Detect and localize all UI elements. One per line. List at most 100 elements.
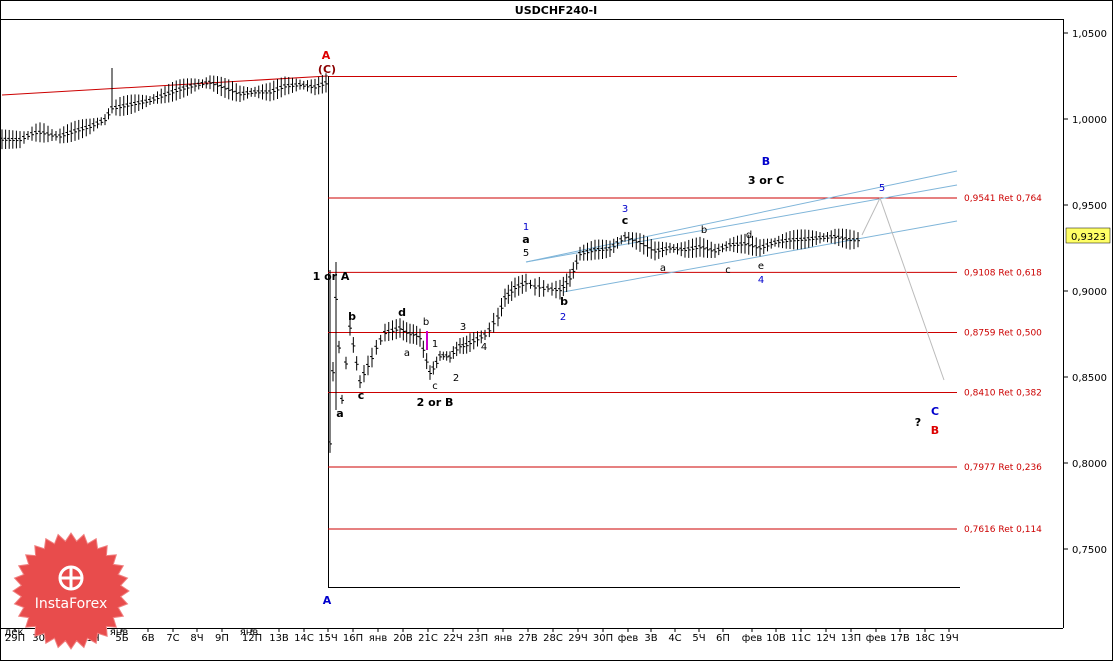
x-tick-label: 29Ч xyxy=(568,633,588,644)
instaforex-logo-text: InstaForex xyxy=(34,596,108,612)
x-tick-label: 30В xyxy=(32,633,52,644)
wave-label-b-2: b xyxy=(701,225,707,236)
wave-label-b-red: B xyxy=(931,424,939,437)
x-tick-label: 6П xyxy=(716,633,730,644)
channel-lower-line xyxy=(562,220,958,293)
wave-label-c-4: c xyxy=(432,381,438,392)
left-trendline xyxy=(1,75,329,96)
x-tick-label: янв xyxy=(369,633,388,644)
y-tick-label: 0,8500 xyxy=(1072,373,1107,384)
projection-path xyxy=(861,196,945,381)
x-tick-label: 17В xyxy=(890,633,910,644)
wave-label-b-3: b xyxy=(348,310,356,323)
current-price-label: 0,9323 xyxy=(1071,232,1106,243)
y-tick-label: 1,0000 xyxy=(1072,115,1107,126)
x-tick-label: фев xyxy=(618,633,639,644)
wave-label-b-blue: B xyxy=(762,155,770,168)
wave-label-b-4: b xyxy=(423,317,429,328)
x-tick-label: фев xyxy=(866,633,887,644)
wave-label-2-or-b: 2 or B xyxy=(417,396,454,409)
wave-label-top-a: A xyxy=(322,49,331,62)
wave-label-a-2: a xyxy=(660,263,666,274)
wave-label-a-1: a xyxy=(522,233,529,246)
wave-label-4-small: 4 xyxy=(481,342,487,353)
x-tick-label-extra: дек xyxy=(4,627,23,638)
wave-label-2-small: 2 xyxy=(453,373,459,384)
channel-mid-line xyxy=(525,184,958,263)
y-tick-label: 0,9500 xyxy=(1072,201,1107,212)
chart-title: USDCHF240-I xyxy=(515,4,597,17)
fib-level-label: 0,8759 Ret 0,500 xyxy=(964,328,1042,338)
fib-level-label: 0,7616 Ret 0,114 xyxy=(964,525,1042,535)
wave-label-c-blue: C xyxy=(931,405,939,418)
x-tick-label: 22Ч xyxy=(443,633,463,644)
price-channel xyxy=(426,170,958,381)
x-tick-label: 20В xyxy=(393,633,413,644)
wave-label-a-4: a xyxy=(404,348,410,359)
wave-label-a-3: a xyxy=(336,407,343,420)
x-tick-label: 6В xyxy=(141,633,154,644)
current-price-box xyxy=(1065,227,1111,244)
wave-label-c-2: c xyxy=(725,265,731,276)
x-tick-label: 27В xyxy=(518,633,538,644)
wave-label-e-2: e xyxy=(758,261,764,272)
x-tick-label: фев xyxy=(742,633,763,644)
wave-label-b-1: b xyxy=(560,295,568,308)
x-tick-label: 21С xyxy=(418,633,438,644)
fib-level-label: 0,7977 Ret 0,236 xyxy=(964,463,1042,473)
x-tick-label: 10В xyxy=(766,633,786,644)
x-tick-label: 5Б xyxy=(115,633,128,644)
wave-label-blue-3: 3 xyxy=(622,204,628,215)
wave-labels: A (C) A B 3 or C 1 or A 2 or B ? C B 1 2… xyxy=(313,49,940,607)
wave-label-d-3: d xyxy=(398,306,406,319)
price-axis: 1,0500 1,0000 0,9500 0,9000 0,8500 0,8000 0,75… xyxy=(1063,29,1107,556)
wave-label-blue-1: 1 xyxy=(523,222,529,233)
x-tick-label: 19Ч xyxy=(939,633,959,644)
x-tick-label: 8Ч xyxy=(190,633,203,644)
wave-label-question: ? xyxy=(915,416,921,429)
x-tick-label: 3В xyxy=(644,633,657,644)
y-tick-label: 1,0500 xyxy=(1072,29,1107,40)
x-tick-label: 18С xyxy=(915,633,935,644)
wave-label-c-1: c xyxy=(622,214,629,227)
x-tick-label: 28С xyxy=(543,633,563,644)
x-tick-label: 29П xyxy=(5,633,25,644)
x-tick-label: янв xyxy=(494,633,513,644)
x-tick-label: 30П xyxy=(593,633,613,644)
wave-label-1-or-a: 1 or A xyxy=(313,270,350,283)
x-tick-label: 11С xyxy=(791,633,811,644)
fib-levels: 0,9541 Ret 0,764 0,9108 Ret 0,618 0,8759 R… xyxy=(1,75,1042,588)
fib-level-label: 0,9108 Ret 0,618 xyxy=(964,268,1042,278)
x-tick-label: 12П xyxy=(242,633,262,644)
x-tick-label: 5Ч xyxy=(692,633,705,644)
x-tick-label: 14С xyxy=(294,633,314,644)
x-tick-label: 23П xyxy=(468,633,488,644)
wave-label-c-3: c xyxy=(358,389,365,402)
wave-label-3-or-c: 3 or C xyxy=(748,174,784,187)
wave-label-top-c: (C) xyxy=(318,63,336,76)
wave-label-3-small: 3 xyxy=(460,322,466,333)
x-tick-label: 13В xyxy=(269,633,289,644)
wave-label-5-small: 5 xyxy=(523,248,529,259)
instaforex-logo: InstaForex xyxy=(12,532,130,650)
x-tick-label: 13П xyxy=(841,633,861,644)
wave-label-blue-2: 2 xyxy=(560,312,566,323)
wave-label-blue-5: 5 xyxy=(879,183,885,194)
x-tick-label-extra: янв xyxy=(110,627,129,638)
x-tick-label: 9П xyxy=(215,633,229,644)
channel-upper-line xyxy=(525,170,958,263)
wave-label-bottom-a: A xyxy=(323,594,332,607)
time-axis: 29П30В31С1Ч5Б6В7С8Ч9П12П13В14С15Ч16Пянв2… xyxy=(4,627,958,644)
x-tick-label: 7С xyxy=(166,633,179,644)
wave-label-1-small: 1 xyxy=(432,339,438,350)
x-tick-label-extra: янв xyxy=(240,627,259,638)
y-tick-label: 0,9000 xyxy=(1072,287,1107,298)
x-tick-label: 4С xyxy=(668,633,681,644)
y-tick-label: 0,8000 xyxy=(1072,459,1107,470)
instaforex-badge-icon xyxy=(12,532,130,650)
wave-label-blue-4: 4 xyxy=(758,275,764,286)
x-tick-label: 12Ч xyxy=(816,633,836,644)
y-tick-label: 0,7500 xyxy=(1072,545,1107,556)
